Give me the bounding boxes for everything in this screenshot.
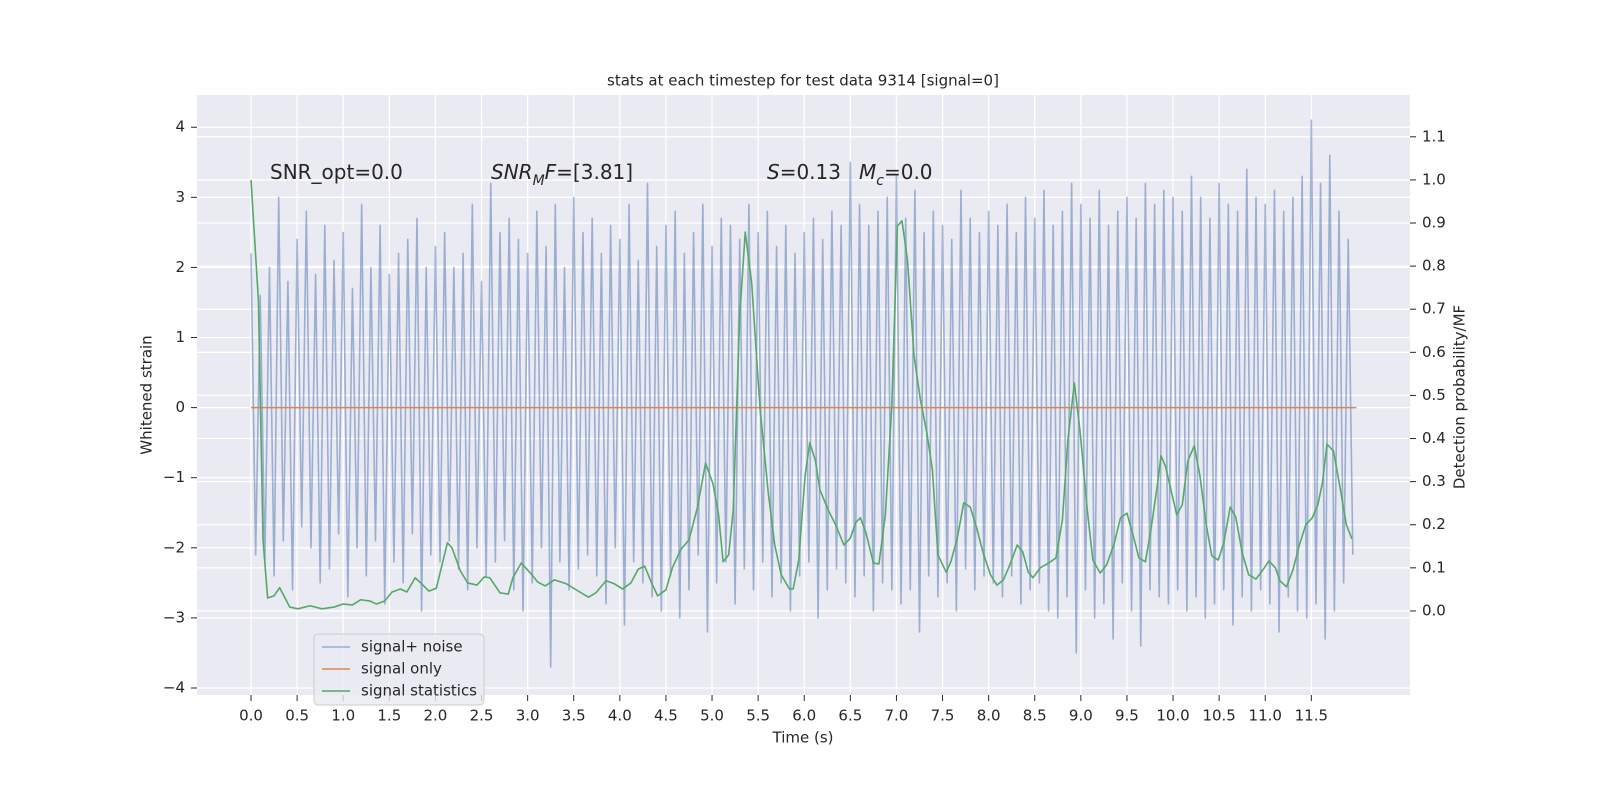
chart-title: stats at each timestep for test data 931… xyxy=(607,72,999,90)
x-tick-label: 11.5 xyxy=(1295,707,1328,725)
x-tick-label: 7.5 xyxy=(931,707,955,725)
annotation-part: =0.0 xyxy=(884,160,933,184)
y-tick-label: 2 xyxy=(175,258,185,276)
x-tick-label: 4.0 xyxy=(608,707,632,725)
x-tick-label: 1.0 xyxy=(331,707,355,725)
y2-axis-label: Detection probability/MF xyxy=(1451,305,1469,489)
annotation-part: c xyxy=(876,173,884,189)
x-tick-label: 1.5 xyxy=(377,707,401,725)
annotation-part: =0.13 xyxy=(780,160,841,184)
y-tick-label: −1 xyxy=(163,468,185,486)
y2-tick-label: 0.0 xyxy=(1422,601,1446,619)
y2-tick-label: 0.7 xyxy=(1422,300,1446,318)
x-tick-label: 8.5 xyxy=(1023,707,1047,725)
annotation: SNR_opt=0.0 xyxy=(270,160,403,184)
y-tick-label: 3 xyxy=(175,188,185,206)
y-tick-label: −4 xyxy=(163,678,185,696)
y2-tick-label: 0.1 xyxy=(1422,558,1446,576)
annotation-part: S xyxy=(767,160,780,184)
y2-tick-label: 0.9 xyxy=(1422,214,1446,232)
y2-tick-label: 1.0 xyxy=(1422,170,1446,188)
annotation-part: F xyxy=(545,160,557,184)
x-tick-label: 4.5 xyxy=(654,707,678,725)
x-tick-label: 3.0 xyxy=(516,707,540,725)
y-tick-label: 1 xyxy=(175,328,185,346)
y-tick-label: −2 xyxy=(163,538,185,556)
x-tick-label: 10.0 xyxy=(1156,707,1189,725)
x-tick-label: 6.5 xyxy=(838,707,862,725)
x-tick-label: 8.0 xyxy=(977,707,1001,725)
annotation-part: SNR xyxy=(491,160,533,184)
x-tick-label: 2.5 xyxy=(470,707,494,725)
x-tick-label: 2.0 xyxy=(424,707,448,725)
annotation: S=0.13 xyxy=(767,160,841,184)
y-axis-label: Whitened strain xyxy=(138,335,156,454)
legend-label: signal+ noise xyxy=(361,638,463,656)
annotation-part: =[3.81] xyxy=(556,160,633,184)
legend-label: signal only xyxy=(361,660,442,678)
x-tick-label: 9.5 xyxy=(1115,707,1139,725)
annotation: SNRMF=[3.81] xyxy=(491,160,633,190)
x-axis-label: Time (s) xyxy=(772,729,834,747)
legend-box xyxy=(313,633,485,706)
y-tick-label: 4 xyxy=(175,118,185,136)
x-tick-label: 3.5 xyxy=(562,707,586,725)
y2-tick-label: 0.5 xyxy=(1422,386,1446,404)
annotation-part: SNR_opt=0.0 xyxy=(270,160,403,184)
y2-tick-label: 0.4 xyxy=(1422,429,1446,447)
y2-tick-label: 0.3 xyxy=(1422,472,1446,490)
y-tick-label: 0 xyxy=(175,398,185,416)
x-tick-label: 5.0 xyxy=(700,707,724,725)
y2-tick-label: 0.6 xyxy=(1422,343,1446,361)
x-tick-label: 0.5 xyxy=(285,707,309,725)
series-line xyxy=(250,179,1353,610)
y-tick-label: −3 xyxy=(163,608,185,626)
x-tick-label: 0.0 xyxy=(239,707,263,725)
x-tick-label: 6.0 xyxy=(792,707,816,725)
y2-tick-label: 1.1 xyxy=(1422,127,1446,145)
y2-tick-label: 0.2 xyxy=(1422,515,1446,533)
legend-label: signal statistics xyxy=(361,682,477,700)
x-tick-label: 5.5 xyxy=(746,707,770,725)
x-tick-label: 10.5 xyxy=(1202,707,1235,725)
y2-tick-label: 0.8 xyxy=(1422,257,1446,275)
x-tick-label: 11.0 xyxy=(1249,707,1282,725)
x-tick-label: 7.0 xyxy=(885,707,909,725)
annotation: Mc=0.0 xyxy=(859,160,933,190)
series-line xyxy=(250,119,1354,668)
x-tick-label: 9.0 xyxy=(1069,707,1093,725)
annotation-part: M xyxy=(859,160,876,184)
annotation-part: M xyxy=(533,173,545,189)
